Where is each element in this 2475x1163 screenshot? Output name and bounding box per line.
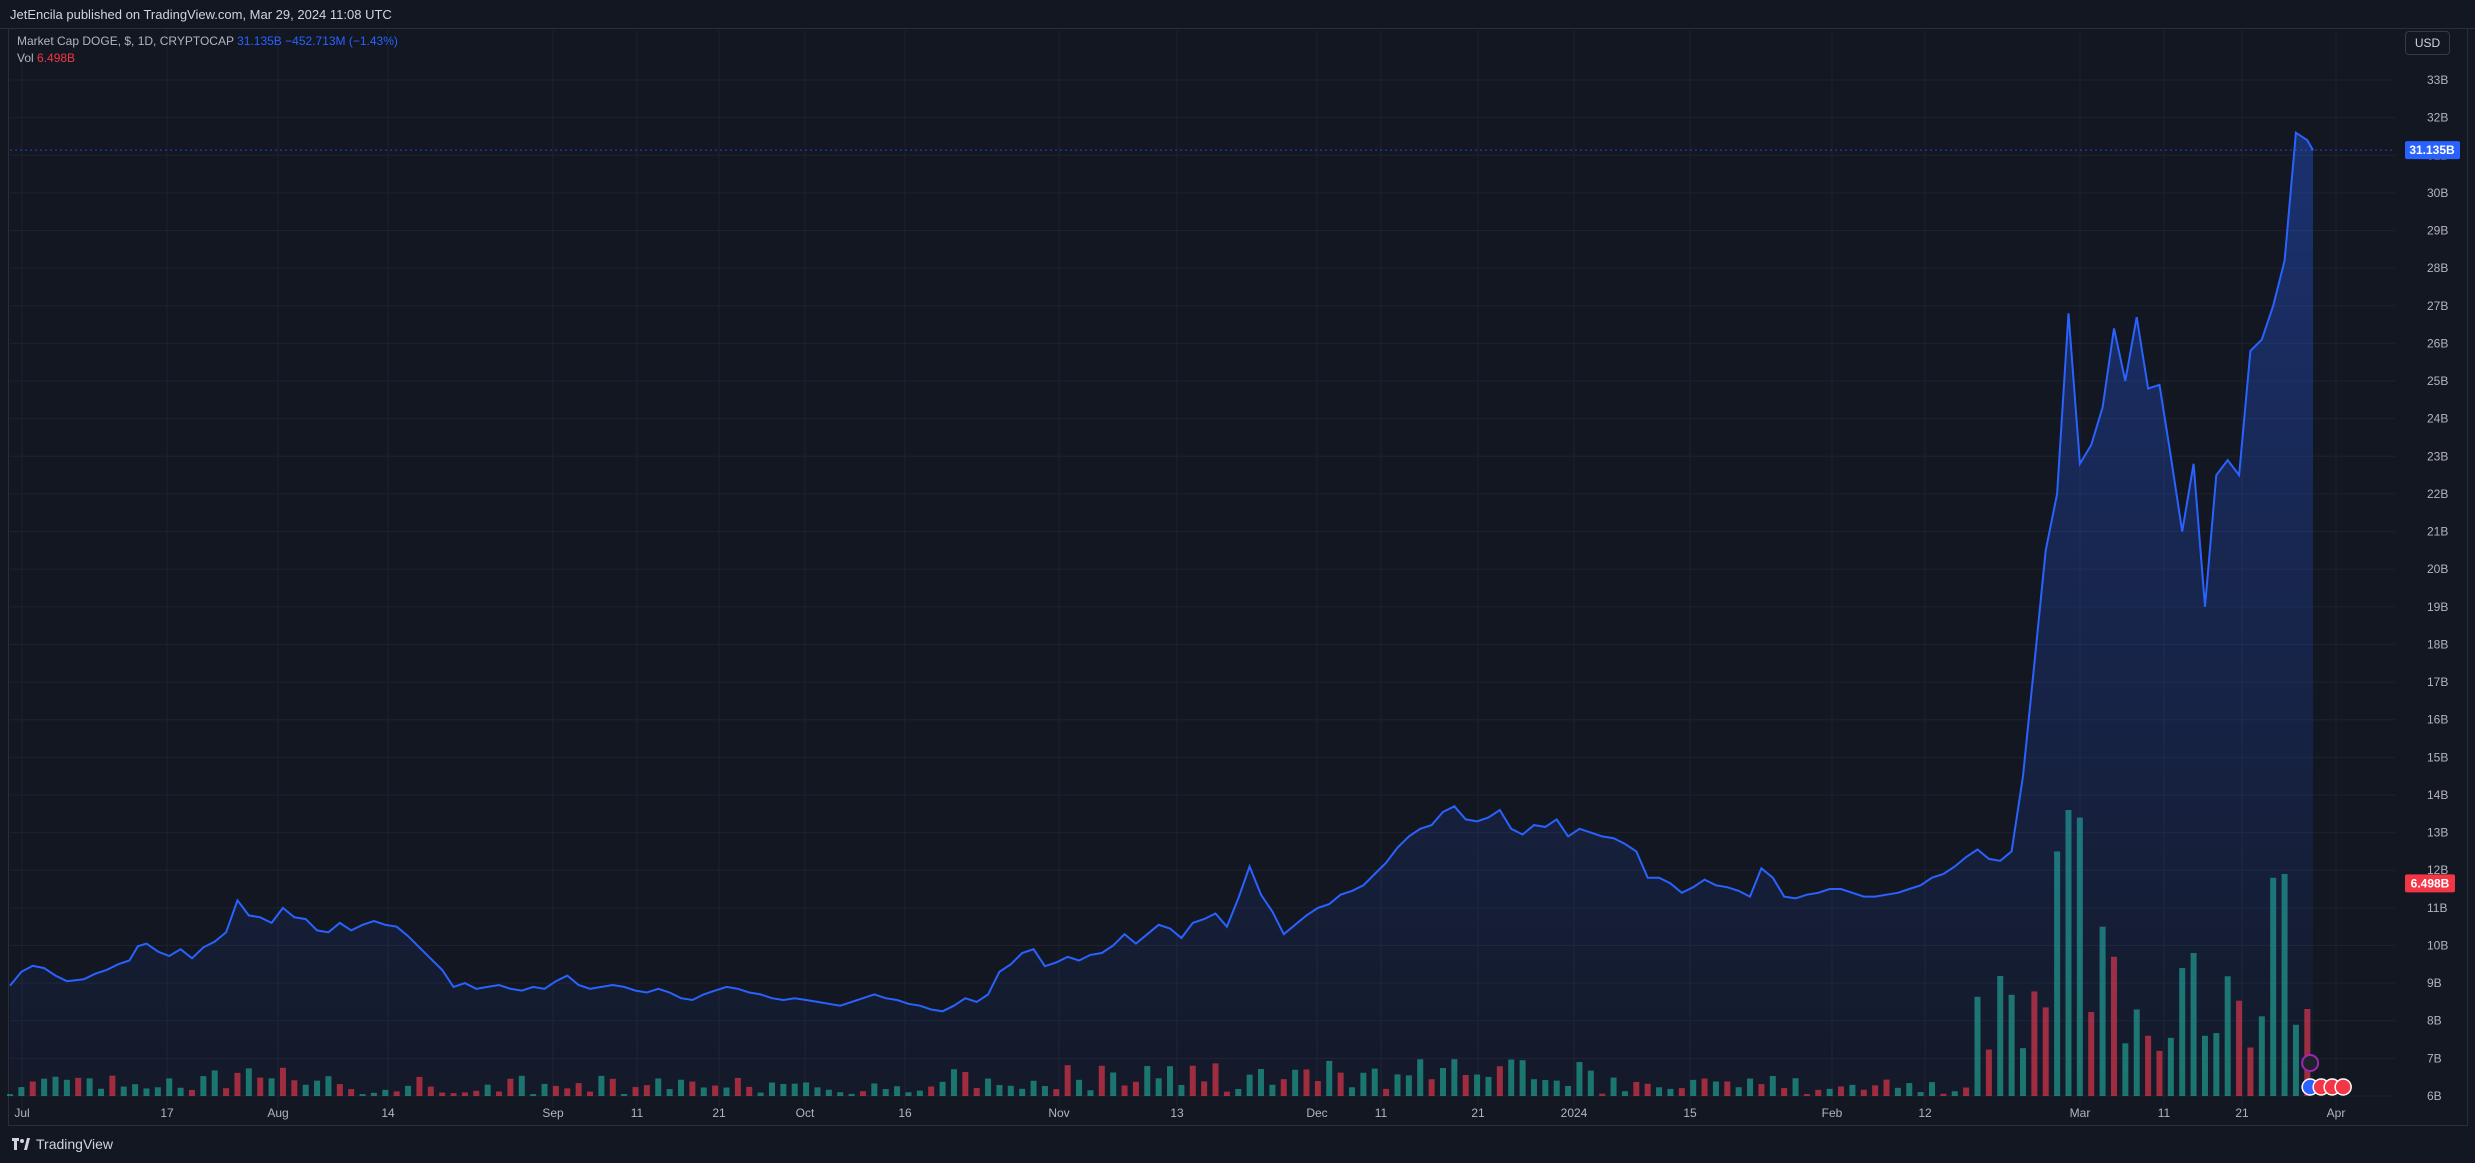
series-legend-row[interactable]: Market Cap DOGE, $, 1D, CRYPTOCAP 31.135…: [17, 33, 398, 50]
x-tick-label: Aug: [267, 1106, 288, 1120]
x-tick-label: 11: [1375, 1106, 1388, 1120]
x-tick-label: 14: [381, 1106, 395, 1120]
chart-legend: Market Cap DOGE, $, 1D, CRYPTOCAP 31.135…: [17, 33, 398, 67]
last-volume-badge: [2405, 874, 2455, 893]
y-tick-label: 22B: [2427, 487, 2448, 501]
x-tick-label: Nov: [1048, 1106, 1069, 1120]
y-tick-label: 25B: [2427, 374, 2448, 388]
chart-frame: [8, 28, 2468, 1126]
y-tick-label: 26B: [2427, 336, 2448, 350]
y-tick-label: 15B: [2427, 750, 2448, 764]
x-tick-label: 17: [160, 1106, 174, 1120]
y-tick-label: 18B: [2427, 637, 2448, 651]
last-price-badge: [2405, 141, 2460, 160]
y-tick-label: 30B: [2427, 186, 2448, 200]
volume-label: Vol: [17, 51, 34, 65]
x-tick-label: 2024: [1561, 1106, 1588, 1120]
y-tick-label: 16B: [2427, 713, 2448, 727]
x-tick-label: Apr: [2327, 1106, 2346, 1120]
x-tick-label: 21: [1471, 1106, 1485, 1120]
y-tick-label: 24B: [2427, 412, 2448, 426]
y-tick-label: 10B: [2427, 938, 2448, 952]
x-tick-label: 12: [1918, 1106, 1932, 1120]
y-tick-label: 11B: [2427, 901, 2447, 915]
volume-last-value: 6.498B: [37, 51, 76, 65]
market-cap-line: [9, 130, 2314, 1013]
y-tick-label: 33B: [2427, 73, 2448, 87]
x-tick-label: 15: [1683, 1106, 1697, 1120]
x-tick-label: 11: [2158, 1106, 2171, 1120]
x-tick-label: Jul: [14, 1106, 29, 1120]
bottom-bar: TradingView: [0, 1126, 2475, 1163]
series-label: Market Cap DOGE, $, 1D, CRYPTOCAP: [17, 34, 234, 48]
series-change: −452.713M (−1.43%): [285, 34, 398, 48]
y-tick-label: 17B: [2427, 675, 2448, 689]
last-volume-label: 6.498B: [2411, 876, 2450, 890]
y-tick-label: 32B: [2427, 111, 2448, 125]
publisher-caption: JetEncila published on TradingView.com, …: [10, 7, 392, 22]
y-tick-label: 6B: [2427, 1089, 2442, 1103]
currency-button[interactable]: USD: [2405, 31, 2450, 55]
x-tick-label: 16: [898, 1106, 912, 1120]
y-tick-label: 7B: [2427, 1051, 2442, 1065]
y-tick-label: 29B: [2427, 224, 2448, 238]
x-tick-label: 21: [2235, 1106, 2249, 1120]
tradingview-logo-icon: [12, 1138, 30, 1150]
y-tick-label: 19B: [2427, 600, 2448, 614]
economic-event-icon: [2334, 1078, 2352, 1096]
y-tick-label: 28B: [2427, 261, 2448, 275]
y-tick-label: 12B: [2427, 863, 2448, 877]
volume-legend-row[interactable]: Vol 6.498B: [17, 50, 398, 67]
x-tick-label: Dec: [1306, 1106, 1327, 1120]
y-tick-label: 13B: [2427, 826, 2448, 840]
x-tick-label: Sep: [542, 1106, 564, 1120]
x-tick-label: Mar: [2070, 1106, 2091, 1120]
y-tick-label: 27B: [2427, 299, 2448, 313]
x-tick-label: 13: [1170, 1106, 1184, 1120]
x-tick-label: 21: [712, 1106, 726, 1120]
market-cap-area: [10, 132, 2313, 1096]
tradingview-brand[interactable]: TradingView: [12, 1136, 113, 1152]
brand-name: TradingView: [36, 1136, 114, 1152]
x-tick-label: 11: [631, 1106, 644, 1120]
y-tick-label: 14B: [2427, 788, 2448, 802]
y-tick-label: 21B: [2427, 525, 2448, 539]
series-last-value: 31.135B: [237, 34, 282, 48]
y-tick-label: 23B: [2427, 449, 2448, 463]
last-price-label: 31.135B: [2409, 143, 2455, 157]
y-tick-label: 9B: [2427, 976, 2442, 990]
y-tick-label: 8B: [2427, 1014, 2442, 1028]
x-tick-label: Feb: [1822, 1106, 1843, 1120]
x-tick-label: Oct: [796, 1106, 815, 1120]
event-marker-icon: [2301, 1054, 2320, 1072]
y-tick-label: 20B: [2427, 562, 2448, 576]
